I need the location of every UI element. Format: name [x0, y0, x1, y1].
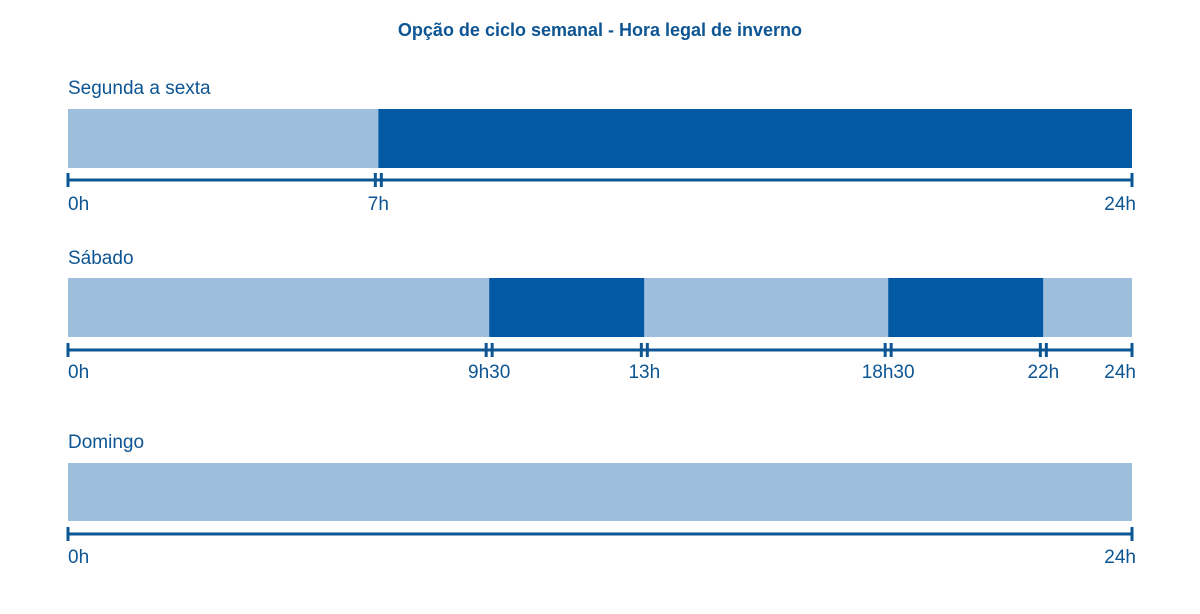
- day-label: Segunda a sexta: [68, 78, 211, 99]
- peak-segment: [378, 109, 1132, 168]
- tick-label: 24h: [1104, 547, 1136, 568]
- off-peak-segment: [1043, 278, 1132, 337]
- day-row: Segunda a sexta 0h 7h 24h: [66, 78, 1136, 215]
- peak-segment: [489, 278, 645, 337]
- tick-label: 0h: [68, 547, 89, 568]
- tick-label: 22h: [1027, 362, 1059, 383]
- day-label: Sábado: [68, 248, 134, 269]
- tick-label: 9h30: [468, 362, 510, 383]
- tick-label: 0h: [68, 362, 89, 383]
- tick-label: 0h: [68, 194, 89, 215]
- chart-title: Opção de ciclo semanal - Hora legal de i…: [397, 20, 803, 40]
- tick-label: 24h: [1104, 362, 1136, 383]
- tick-label: 7h: [368, 194, 389, 215]
- tick-label: 18h30: [862, 362, 915, 383]
- day-row: Domingo 0h 24h: [66, 432, 1136, 568]
- off-peak-segment: [68, 109, 379, 168]
- off-peak-segment: [68, 463, 1132, 521]
- off-peak-segment: [644, 278, 889, 337]
- day-label: Domingo: [68, 432, 144, 453]
- day-row: Sábado 0h 9h30 13h 18h30 22h 24h: [66, 248, 1136, 383]
- tick-label: 24h: [1104, 194, 1136, 215]
- tick-label: 13h: [628, 362, 660, 383]
- peak-segment: [888, 278, 1044, 337]
- off-peak-segment: [68, 278, 490, 337]
